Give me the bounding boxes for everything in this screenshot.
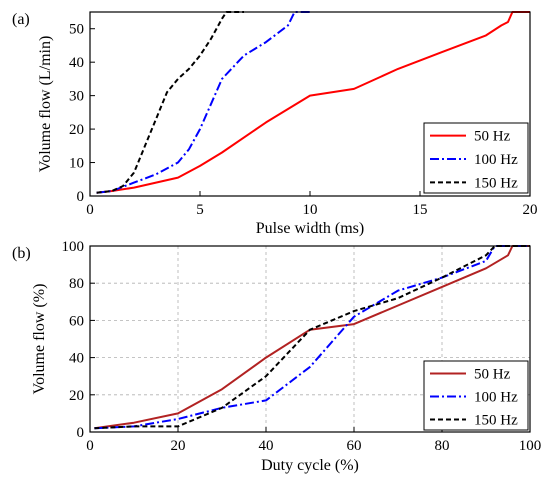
legend-label: 100 Hz [474,390,518,406]
panel-label: (b) [12,245,31,262]
x-tick-label: 0 [86,438,94,454]
x-tick-label: 10 [303,202,318,218]
x-axis-label: Duty cycle (%) [261,457,359,474]
y-tick-label: 20 [69,122,84,138]
series-line-100-hz [96,11,310,194]
x-tick-label: 0 [86,202,94,218]
legend: 50 Hz 100 Hz 150 Hz [423,122,529,194]
legend: 50 Hz 100 Hz 150 Hz [423,360,529,431]
legend-label: 150 Hz [474,413,518,429]
x-tick-label: 15 [413,202,428,218]
y-tick-label: 40 [69,55,84,71]
y-tick-label: 0 [77,425,85,441]
y-tick-label: 40 [69,351,84,367]
y-axis-label: Volume flow (L/min) [37,36,54,173]
x-tick-label: 100 [519,438,542,454]
y-tick-label: 20 [69,388,84,404]
x-tick-label: 20 [171,438,186,454]
legend-label: 50 Hz [474,129,511,145]
series-line-100-hz [94,245,530,430]
x-tick-label: 40 [259,438,274,454]
x-tick-label: 20 [523,202,538,218]
x-tick-label: 80 [435,438,450,454]
y-tick-label: 50 [69,22,84,38]
y-tick-label: 80 [69,276,84,292]
series-line-150-hz [96,11,244,194]
y-tick-label: 100 [62,239,85,255]
y-tick-label: 30 [69,89,84,105]
series-line-150-hz [94,245,530,430]
panel-label: (a) [12,11,30,28]
legend-label: 150 Hz [474,175,518,191]
legend-label: 100 Hz [474,152,518,168]
y-tick-label: 10 [69,156,84,172]
plot-frame [89,245,531,433]
legend-label: 50 Hz [474,367,511,383]
y-tick-label: 60 [69,313,84,329]
x-axis-label: Pulse width (ms) [256,220,364,237]
y-axis-label: Volume flow (%) [31,284,48,395]
y-tick-label: 0 [77,189,85,205]
panel-a: 0 5 10 15 20 0 10 20 30 40 50 Pulse width (ms) Volum… [12,11,538,237]
x-tick-label: 5 [196,202,204,218]
panel-b: 0 20 40 60 80 100 0 20 40 60 80 100 Duty cycle (%) Vo… [12,239,541,474]
x-tick-label: 60 [347,438,362,454]
